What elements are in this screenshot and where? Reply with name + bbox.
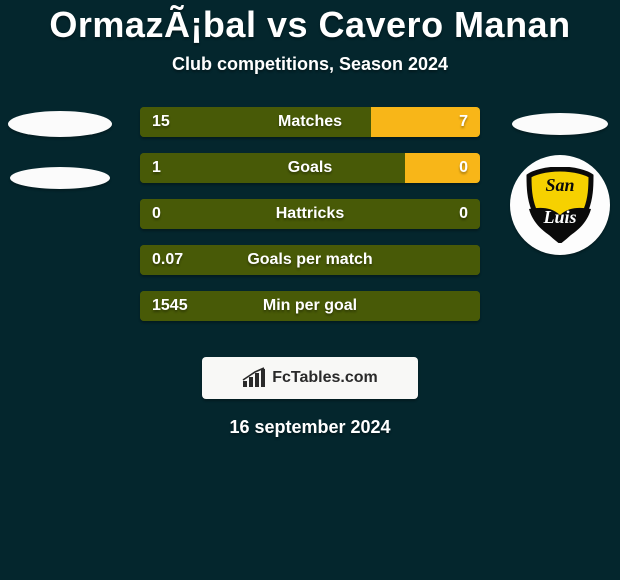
stat-row: Goals per match0.07 bbox=[140, 245, 480, 275]
stats-zone: San Luis Matches157 Goals10 Hattricks00 Goa… bbox=[0, 107, 620, 337]
stat-left-fill bbox=[140, 245, 480, 275]
brand-text: FcTables.com bbox=[272, 369, 378, 387]
team-crest: San Luis bbox=[510, 155, 610, 255]
san-luis-crest-icon: San Luis bbox=[525, 167, 595, 243]
bars-icon bbox=[242, 367, 266, 389]
left-team-badges bbox=[0, 107, 120, 189]
right-ellipse-1 bbox=[512, 113, 608, 135]
stat-left-fill bbox=[140, 199, 480, 229]
stat-row: Matches157 bbox=[140, 107, 480, 137]
crest-text-top: San bbox=[545, 175, 574, 195]
stat-right-fill bbox=[371, 107, 480, 137]
stat-left-fill bbox=[140, 107, 371, 137]
stat-row: Goals10 bbox=[140, 153, 480, 183]
page-title: OrmazÃ¡bal vs Cavero Manan bbox=[0, 0, 620, 46]
stat-left-fill bbox=[140, 291, 480, 321]
stat-bars: Matches157 Goals10 Hattricks00 Goals per ma… bbox=[140, 107, 480, 337]
left-ellipse-2 bbox=[10, 167, 110, 189]
page-subtitle: Club competitions, Season 2024 bbox=[0, 54, 620, 75]
crest-text-bottom: Luis bbox=[542, 207, 576, 227]
stat-row: Hattricks00 bbox=[140, 199, 480, 229]
left-ellipse-1 bbox=[8, 111, 112, 137]
stat-row: Min per goal1545 bbox=[140, 291, 480, 321]
brand-box: FcTables.com bbox=[202, 357, 418, 399]
stat-left-fill bbox=[140, 153, 405, 183]
comparison-infographic: OrmazÃ¡bal vs Cavero Manan Club competit… bbox=[0, 0, 620, 580]
right-team-badges: San Luis bbox=[500, 107, 620, 255]
footer-date: 16 september 2024 bbox=[0, 417, 620, 438]
stat-right-fill bbox=[405, 153, 480, 183]
